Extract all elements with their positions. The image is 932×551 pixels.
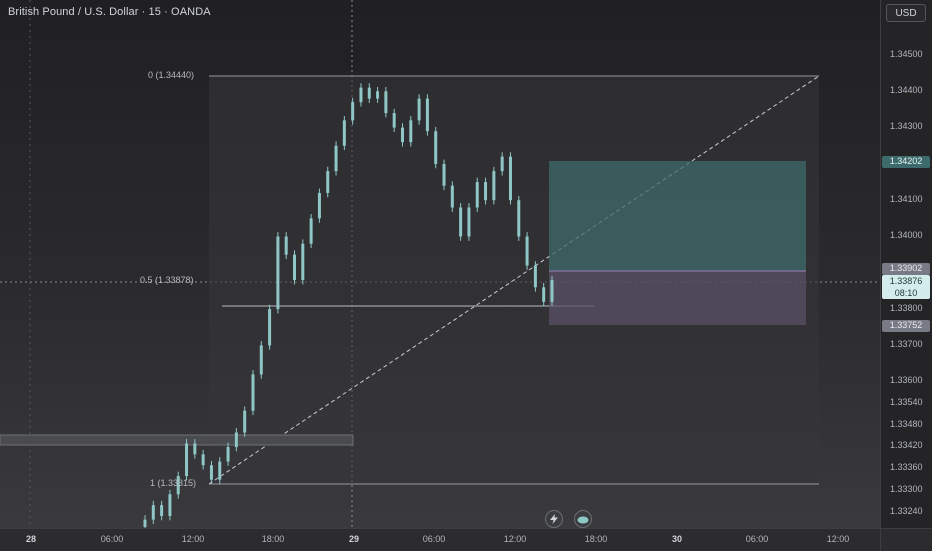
candle-body xyxy=(542,287,546,302)
candle-body xyxy=(442,163,446,186)
candle-body xyxy=(334,145,338,172)
entry-price-badge: 1.33902 xyxy=(882,263,930,275)
candle-body xyxy=(500,156,504,172)
price-tick: 1.33480 xyxy=(890,419,923,429)
candles xyxy=(143,83,554,528)
candle-body xyxy=(301,243,305,281)
time-tick: 28 xyxy=(25,534,37,544)
candle-body xyxy=(193,443,197,455)
cloud-icon[interactable] xyxy=(574,510,592,528)
lightning-glyph xyxy=(550,514,558,524)
candle-body xyxy=(376,91,380,99)
price-tick: 1.33300 xyxy=(890,484,923,494)
target-price-badge: 1.34202 xyxy=(882,156,930,168)
time-tick: 06:00 xyxy=(745,534,769,544)
candle-body xyxy=(268,309,272,346)
scale-corner[interactable] xyxy=(880,528,932,551)
chart-area[interactable]: British Pound / U.S. Dollar · 15 · OANDA… xyxy=(0,0,880,528)
price-tick: 1.33800 xyxy=(890,303,923,313)
candle-body xyxy=(475,182,479,208)
candle-body xyxy=(508,156,512,201)
price-tick: 1.33540 xyxy=(890,397,923,407)
price-tick: 1.34500 xyxy=(890,49,923,59)
candle-body xyxy=(351,102,355,121)
candle-body xyxy=(251,374,255,411)
candle-body xyxy=(525,236,529,266)
time-tick: 06:00 xyxy=(422,534,446,544)
target-zone xyxy=(549,161,806,271)
candle-body xyxy=(450,185,454,208)
time-tick: 12:00 xyxy=(503,534,527,544)
candle-body xyxy=(276,236,280,310)
candle-body xyxy=(367,87,371,99)
time-tick: 29 xyxy=(348,534,360,544)
fib-trend-line xyxy=(208,75,820,485)
time-tick: 18:00 xyxy=(584,534,608,544)
fib-level-0-label: 0 (1.34440) xyxy=(148,70,195,80)
candle-body xyxy=(400,127,404,143)
candle-body xyxy=(201,454,205,466)
fib-level-1-label: 1 (1.33315) xyxy=(150,478,197,488)
candle-body xyxy=(185,443,189,477)
fib-level-05-label: 0.5 (1.33878) xyxy=(140,275,194,285)
price-tick: 1.34400 xyxy=(890,85,923,95)
price-tick: 1.34300 xyxy=(890,121,923,131)
candle-body xyxy=(176,476,180,495)
price-tick: 1.33600 xyxy=(890,375,923,385)
candle-body xyxy=(484,182,488,201)
price-tick: 1.34000 xyxy=(890,230,923,240)
stop-price-badge: 1.33752 xyxy=(882,320,930,332)
price-tick: 1.34100 xyxy=(890,194,923,204)
candle-body xyxy=(434,131,438,164)
price-tick: 1.33700 xyxy=(890,339,923,349)
price-tick: 1.33420 xyxy=(890,440,923,450)
price-tick: 1.33360 xyxy=(890,462,923,472)
time-tick: 06:00 xyxy=(100,534,124,544)
candle-body xyxy=(417,98,421,121)
candle-body xyxy=(492,171,496,201)
candle-body xyxy=(342,120,346,146)
candle-body xyxy=(226,447,230,462)
candle-body xyxy=(218,461,222,480)
candle-body xyxy=(517,200,521,237)
candle-body xyxy=(143,519,147,527)
candle-body xyxy=(467,207,471,237)
candle-body xyxy=(259,345,263,375)
candle-body xyxy=(160,505,164,517)
candle-body xyxy=(359,87,363,103)
candle-body xyxy=(425,98,429,132)
lightning-icon[interactable] xyxy=(545,510,563,528)
candle-body xyxy=(384,91,388,114)
stop-zone xyxy=(549,271,806,325)
candle-body xyxy=(243,410,247,433)
candle-body xyxy=(168,494,172,517)
candle-body xyxy=(209,465,213,480)
candle-body xyxy=(284,236,288,255)
candle-body xyxy=(326,171,330,193)
cloud-glyph xyxy=(577,516,589,523)
candle-body xyxy=(317,192,321,219)
time-tick: 12:00 xyxy=(826,534,850,544)
bar-countdown: 08:10 xyxy=(894,288,918,298)
currency-button[interactable]: USD xyxy=(886,4,926,22)
candle-body xyxy=(533,265,537,288)
candle-body xyxy=(293,254,297,281)
current-price-badge: 1.33876 08:10 xyxy=(882,275,930,299)
time-tick: 18:00 xyxy=(261,534,285,544)
current-price-value: 1.33876 xyxy=(889,276,923,286)
candle-body xyxy=(309,218,313,244)
price-tick: 1.33240 xyxy=(890,506,923,516)
candle-body xyxy=(459,207,463,237)
candle-body xyxy=(392,113,396,128)
candle-body xyxy=(409,120,413,143)
candle-body xyxy=(151,505,155,520)
candle-body xyxy=(234,432,238,448)
time-tick: 30 xyxy=(671,534,683,544)
candle-body xyxy=(550,280,554,302)
symbol-title[interactable]: British Pound / U.S. Dollar · 15 · OANDA xyxy=(8,6,211,18)
time-tick: 12:00 xyxy=(181,534,205,544)
chart-canvas[interactable] xyxy=(0,0,880,528)
time-scale[interactable] xyxy=(0,528,880,551)
support-zone xyxy=(0,434,354,446)
